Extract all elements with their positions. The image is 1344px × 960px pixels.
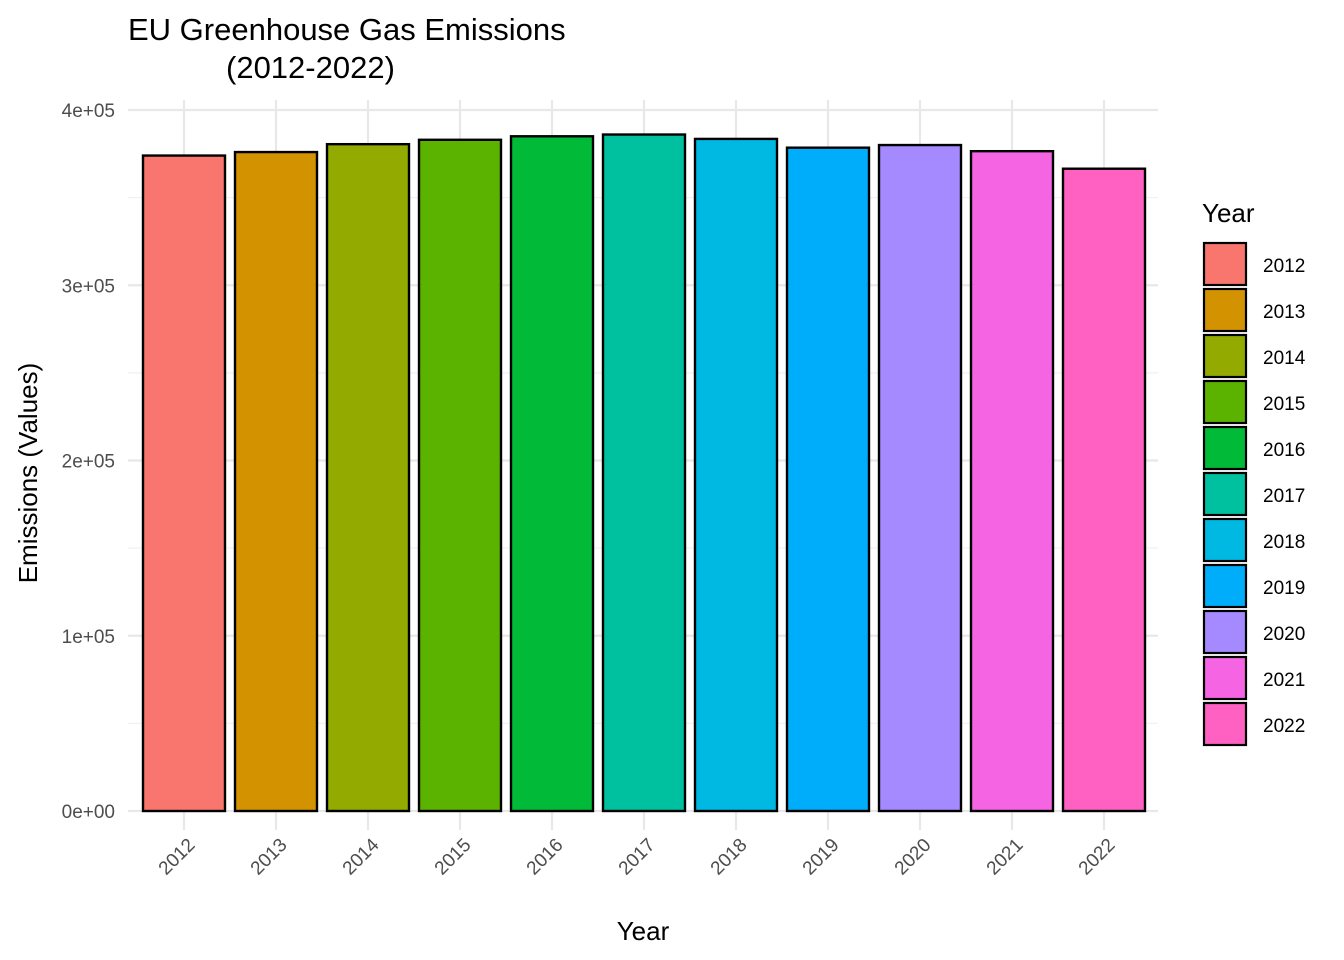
x-axis-title: Year <box>617 916 670 946</box>
bar-2013 <box>233 150 319 813</box>
bar-2020 <box>877 143 963 813</box>
y-tick-label: 4e+05 <box>62 101 115 122</box>
legend-key-2012 <box>1202 241 1248 287</box>
legend-label-2018: 2018 <box>1263 532 1305 553</box>
legend-key-2021 <box>1202 655 1248 701</box>
x-tick-label: 2018 <box>707 835 752 880</box>
legend: 2012 2013 2014 2015 2016 2017 2018 2019 2020 2021… <box>1202 241 1306 747</box>
x-tick-label: 2012 <box>155 835 200 880</box>
legend-label-2014: 2014 <box>1263 348 1306 369</box>
x-tick-label: 2021 <box>983 835 1028 880</box>
x-tick-label: 2015 <box>431 835 476 880</box>
legend-key-2020 <box>1202 609 1248 655</box>
legend-key-2014 <box>1202 333 1248 379</box>
x-tick-label: 2013 <box>247 835 292 880</box>
x-tick-label: 2019 <box>799 835 844 880</box>
y-tick-label: 0e+00 <box>62 802 115 823</box>
legend-label-2012: 2012 <box>1263 256 1305 277</box>
legend-label-2016: 2016 <box>1263 440 1305 461</box>
x-axis-ticks: 2012 2013 2014 2015 2016 2017 2018 2019 2020 2021… <box>155 834 1120 879</box>
y-tick-label: 2e+05 <box>62 452 115 473</box>
bar-2015 <box>417 138 503 813</box>
bar-2018 <box>693 137 779 813</box>
legend-key-2019 <box>1202 563 1248 609</box>
legend-key-2017 <box>1202 471 1248 517</box>
bar-2022 <box>1061 167 1147 813</box>
bar-2021 <box>969 149 1055 813</box>
legend-label-2020: 2020 <box>1263 624 1305 645</box>
x-tick-label: 2014 <box>339 834 384 879</box>
x-tick-label: 2022 <box>1075 835 1120 880</box>
legend-key-2015 <box>1202 379 1248 425</box>
x-tick-label: 2016 <box>523 835 568 880</box>
legend-label-2015: 2015 <box>1263 394 1305 415</box>
legend-key-2022 <box>1202 701 1248 747</box>
bar-2016 <box>509 135 595 813</box>
legend-key-2018 <box>1202 517 1248 563</box>
chart-title-line-1: EU Greenhouse Gas Emissions <box>128 12 566 47</box>
bar-2019 <box>785 146 871 813</box>
bar-2017 <box>601 133 687 813</box>
x-tick-label: 2020 <box>891 835 936 880</box>
y-axis-ticks: 0e+00 1e+05 2e+05 3e+05 4e+05 <box>62 101 115 823</box>
legend-label-2019: 2019 <box>1263 578 1305 599</box>
bar-2014 <box>325 142 411 813</box>
bar-2012 <box>141 154 227 813</box>
bars <box>141 133 1147 813</box>
chart-title-line-2: (2012-2022) <box>226 50 395 85</box>
y-tick-label: 1e+05 <box>62 627 115 648</box>
legend-key-2016 <box>1202 425 1248 471</box>
legend-label-2021: 2021 <box>1263 670 1305 691</box>
legend-title: Year <box>1202 198 1255 228</box>
x-tick-label: 2017 <box>615 835 660 880</box>
legend-key-2013 <box>1202 287 1248 333</box>
legend-label-2013: 2013 <box>1263 302 1305 323</box>
legend-label-2022: 2022 <box>1263 716 1305 737</box>
y-axis-title: Emissions (Values) <box>13 363 43 584</box>
y-tick-label: 3e+05 <box>62 276 115 297</box>
legend-label-2017: 2017 <box>1263 486 1305 507</box>
